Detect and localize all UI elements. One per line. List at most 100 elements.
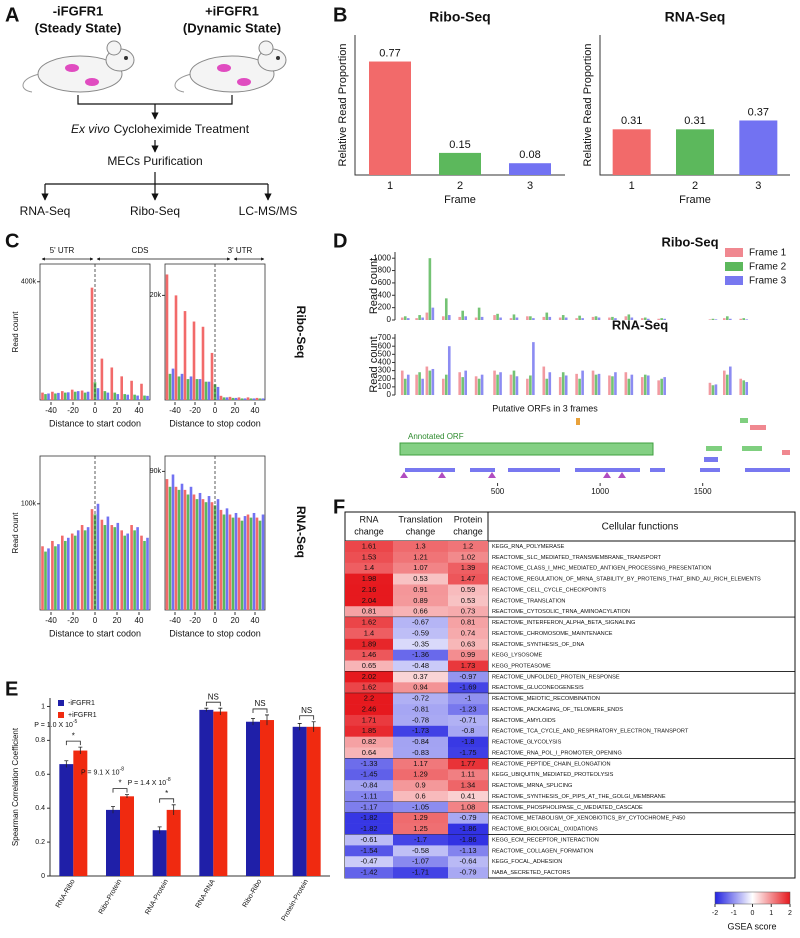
bar <box>260 720 274 876</box>
coverage-bar <box>708 382 712 395</box>
coverage-bar <box>493 315 496 320</box>
frame-bar <box>146 395 149 400</box>
x-tick-label: Ribo-Ribo <box>242 878 264 909</box>
y-tick-label: 400 <box>378 358 392 367</box>
coverage-bar <box>558 377 562 395</box>
coverage-bar <box>512 370 516 395</box>
cell-value: -0.72 <box>412 694 429 703</box>
heatmap-cell <box>345 769 393 781</box>
p-value-base: P = 1.4 X 10 <box>128 780 167 787</box>
bar <box>120 796 134 876</box>
error-bar <box>111 806 115 814</box>
coverage-bar <box>723 370 726 395</box>
heatmap-cell <box>345 617 393 629</box>
heatmap-cell <box>345 693 393 705</box>
heatmap-cell <box>393 704 448 716</box>
y-tick-label: 0 <box>41 873 45 880</box>
function-name: REACTOME_CELL_CYCLE_CHECKPOINTS <box>492 587 606 593</box>
error-bar <box>78 746 83 754</box>
frame-bar <box>51 540 54 610</box>
coverage-bar <box>581 370 584 395</box>
cell-value: -0.71 <box>459 715 476 724</box>
cell-value: 1.4 <box>364 628 374 637</box>
bar <box>213 711 228 876</box>
coverage-bar <box>640 318 644 320</box>
function-name: REACTOME_TRANSLATION <box>492 598 565 604</box>
frame-bar <box>210 352 214 400</box>
panel-c-header: 5' UTR CDS 3' UTR Ribo-Seq RNA-Seq <box>41 246 308 558</box>
y-tick-label: 0 <box>387 390 392 399</box>
cell-value: -0.79 <box>459 868 476 877</box>
significance-label: NS <box>254 699 265 708</box>
frame-bar <box>201 499 205 610</box>
legend-swatch <box>58 700 64 706</box>
connector <box>77 95 233 105</box>
y-tick-label: 200 <box>378 303 392 312</box>
heatmap-cell <box>448 758 488 770</box>
frame-bar <box>198 492 202 610</box>
coverage-bar <box>496 313 499 320</box>
p-value: P = 1.4 X 10-8 <box>128 777 171 787</box>
frame-bar <box>249 398 253 400</box>
frame-bar <box>258 398 262 400</box>
frame-bar <box>80 390 84 400</box>
frame-bar <box>231 397 235 400</box>
frame-bar <box>120 376 123 400</box>
frame-bar <box>96 388 100 400</box>
coverage-bar <box>464 370 467 395</box>
frame-bar <box>228 514 232 610</box>
chart-title: RNA-Seq <box>612 317 668 332</box>
panel-label: E <box>5 678 18 700</box>
cell-value: 1.47 <box>461 574 476 583</box>
legend-swatch <box>725 248 743 257</box>
heatmap-cell <box>345 660 393 672</box>
function-name: REACTOME_COLLAGEN_FORMATION <box>492 848 593 854</box>
start-site <box>400 472 626 478</box>
cell-value: 0.64 <box>362 748 377 757</box>
bar <box>199 709 214 876</box>
coverage-bar <box>415 374 418 395</box>
frame-bar <box>261 514 265 610</box>
error-bar <box>64 760 69 768</box>
cell-value: 0.81 <box>461 618 476 627</box>
heatmap-cell <box>448 660 488 672</box>
cell-value: -1.36 <box>412 650 429 659</box>
frame-bar <box>83 530 87 610</box>
y-axis-label: Read count <box>11 512 20 554</box>
cell-value: -0.83 <box>412 748 429 757</box>
cell-value: 0.99 <box>461 650 476 659</box>
frame-bar <box>243 398 247 400</box>
group-name: +iFGFR1 <box>205 3 259 18</box>
cell-value: -1.07 <box>412 857 429 866</box>
coverage-bar <box>428 370 432 395</box>
p-value-base: P = 9.1 X 10 <box>81 769 120 776</box>
heatmap-cell <box>393 791 448 803</box>
legend-label: Frame 2 <box>749 262 787 273</box>
frame-bar <box>83 392 87 400</box>
coverage-bar <box>558 317 562 320</box>
coverage-bar <box>591 316 595 320</box>
frame-bar <box>219 509 223 610</box>
x-tick-label: RNA-Protein <box>144 878 170 916</box>
x-tick-label: -40 <box>45 406 57 415</box>
x-tick-label: 40 <box>251 616 260 625</box>
x-tick-label: 2 <box>457 180 463 192</box>
coverage-bar <box>526 316 529 320</box>
function-name: NABA_SECRETED_FACTORS <box>492 870 570 876</box>
coverage-bar <box>444 298 448 320</box>
cell-value: -0.84 <box>412 737 429 746</box>
coverage-bar <box>657 380 660 395</box>
coverage-bar <box>477 378 481 395</box>
legend-label: -iFGFR1 <box>68 700 95 707</box>
cell-value: -1.86 <box>459 824 476 833</box>
coverage-bar <box>578 378 581 395</box>
coverage-bar <box>646 318 650 320</box>
coverage-bar <box>575 318 578 320</box>
y-tick-label: 500 <box>378 349 392 358</box>
frame-bar <box>64 540 67 610</box>
coverage-bar <box>480 374 484 395</box>
cell-value: -1.86 <box>459 835 476 844</box>
frame-bar <box>100 519 104 610</box>
function-name: REACTOME_MEIOTIC_RECOMBINATION <box>492 696 600 702</box>
cell-value: -1.11 <box>361 791 378 800</box>
